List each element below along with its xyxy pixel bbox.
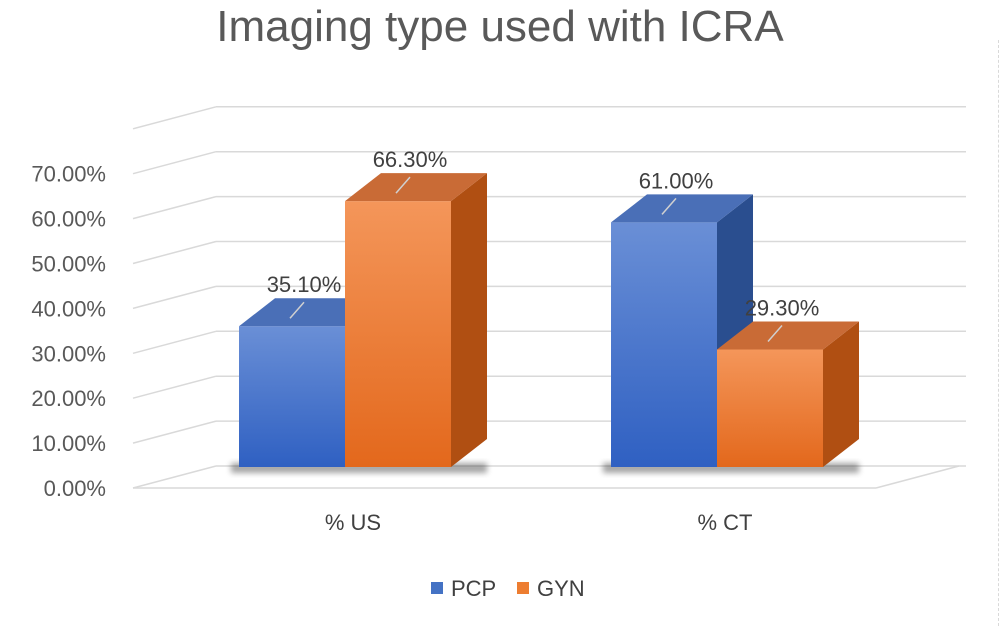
y-tick-label: 50.00% <box>31 252 106 277</box>
y-tick-label: 40.00% <box>31 296 106 321</box>
bar-shadow <box>603 463 859 473</box>
gridline-side <box>132 285 217 310</box>
legend-label-gyn: GYN <box>537 576 585 601</box>
legend-swatch-pcp <box>431 582 443 594</box>
data-label: 35.10% <box>267 272 342 297</box>
gridline-side <box>132 195 217 220</box>
gridline-side <box>132 330 217 355</box>
bar-top-pcp-1 <box>611 194 753 223</box>
gridline-side <box>132 240 217 265</box>
legend-swatch-gyn <box>517 582 529 594</box>
bar-pcp-1 <box>611 222 717 467</box>
gridline-side <box>132 465 217 489</box>
gridline-side <box>132 375 217 399</box>
floor-line-side <box>875 465 960 489</box>
y-tick-label: 70.00% <box>31 162 106 187</box>
x-category-label: % US <box>325 510 381 535</box>
data-label: 29.30% <box>745 296 820 321</box>
y-tick-label: 20.00% <box>31 386 106 411</box>
chart-border <box>998 40 1000 626</box>
data-label: 66.30% <box>373 147 448 172</box>
data-label-leader <box>661 197 677 215</box>
y-tick-label: 0.00% <box>44 476 106 501</box>
gridline-side <box>132 420 217 444</box>
bar-side-gyn-1 <box>823 321 859 467</box>
legend-label-pcp: PCP <box>451 576 496 601</box>
bar-top-gyn-1 <box>717 321 859 350</box>
data-label: 61.00% <box>639 168 714 193</box>
gridline-side <box>132 150 217 175</box>
x-category-label: % CT <box>698 510 753 535</box>
y-tick-label: 30.00% <box>31 341 106 366</box>
bar-top-gyn-0 <box>345 173 487 202</box>
bar-shadow <box>231 463 487 473</box>
y-tick-label: 60.00% <box>31 207 106 232</box>
chart-title: Imaging type used with ICRA <box>216 2 784 51</box>
data-label-leader <box>395 176 411 194</box>
bar-side-gyn-0 <box>451 173 487 467</box>
y-tick-label: 10.00% <box>31 431 106 456</box>
gridline-side <box>132 106 217 130</box>
bar-gyn-0 <box>345 201 451 467</box>
data-label-leader <box>767 325 783 343</box>
bar-pcp-0 <box>239 326 345 467</box>
data-label-leader <box>289 301 305 319</box>
bar-gyn-1 <box>717 349 823 467</box>
